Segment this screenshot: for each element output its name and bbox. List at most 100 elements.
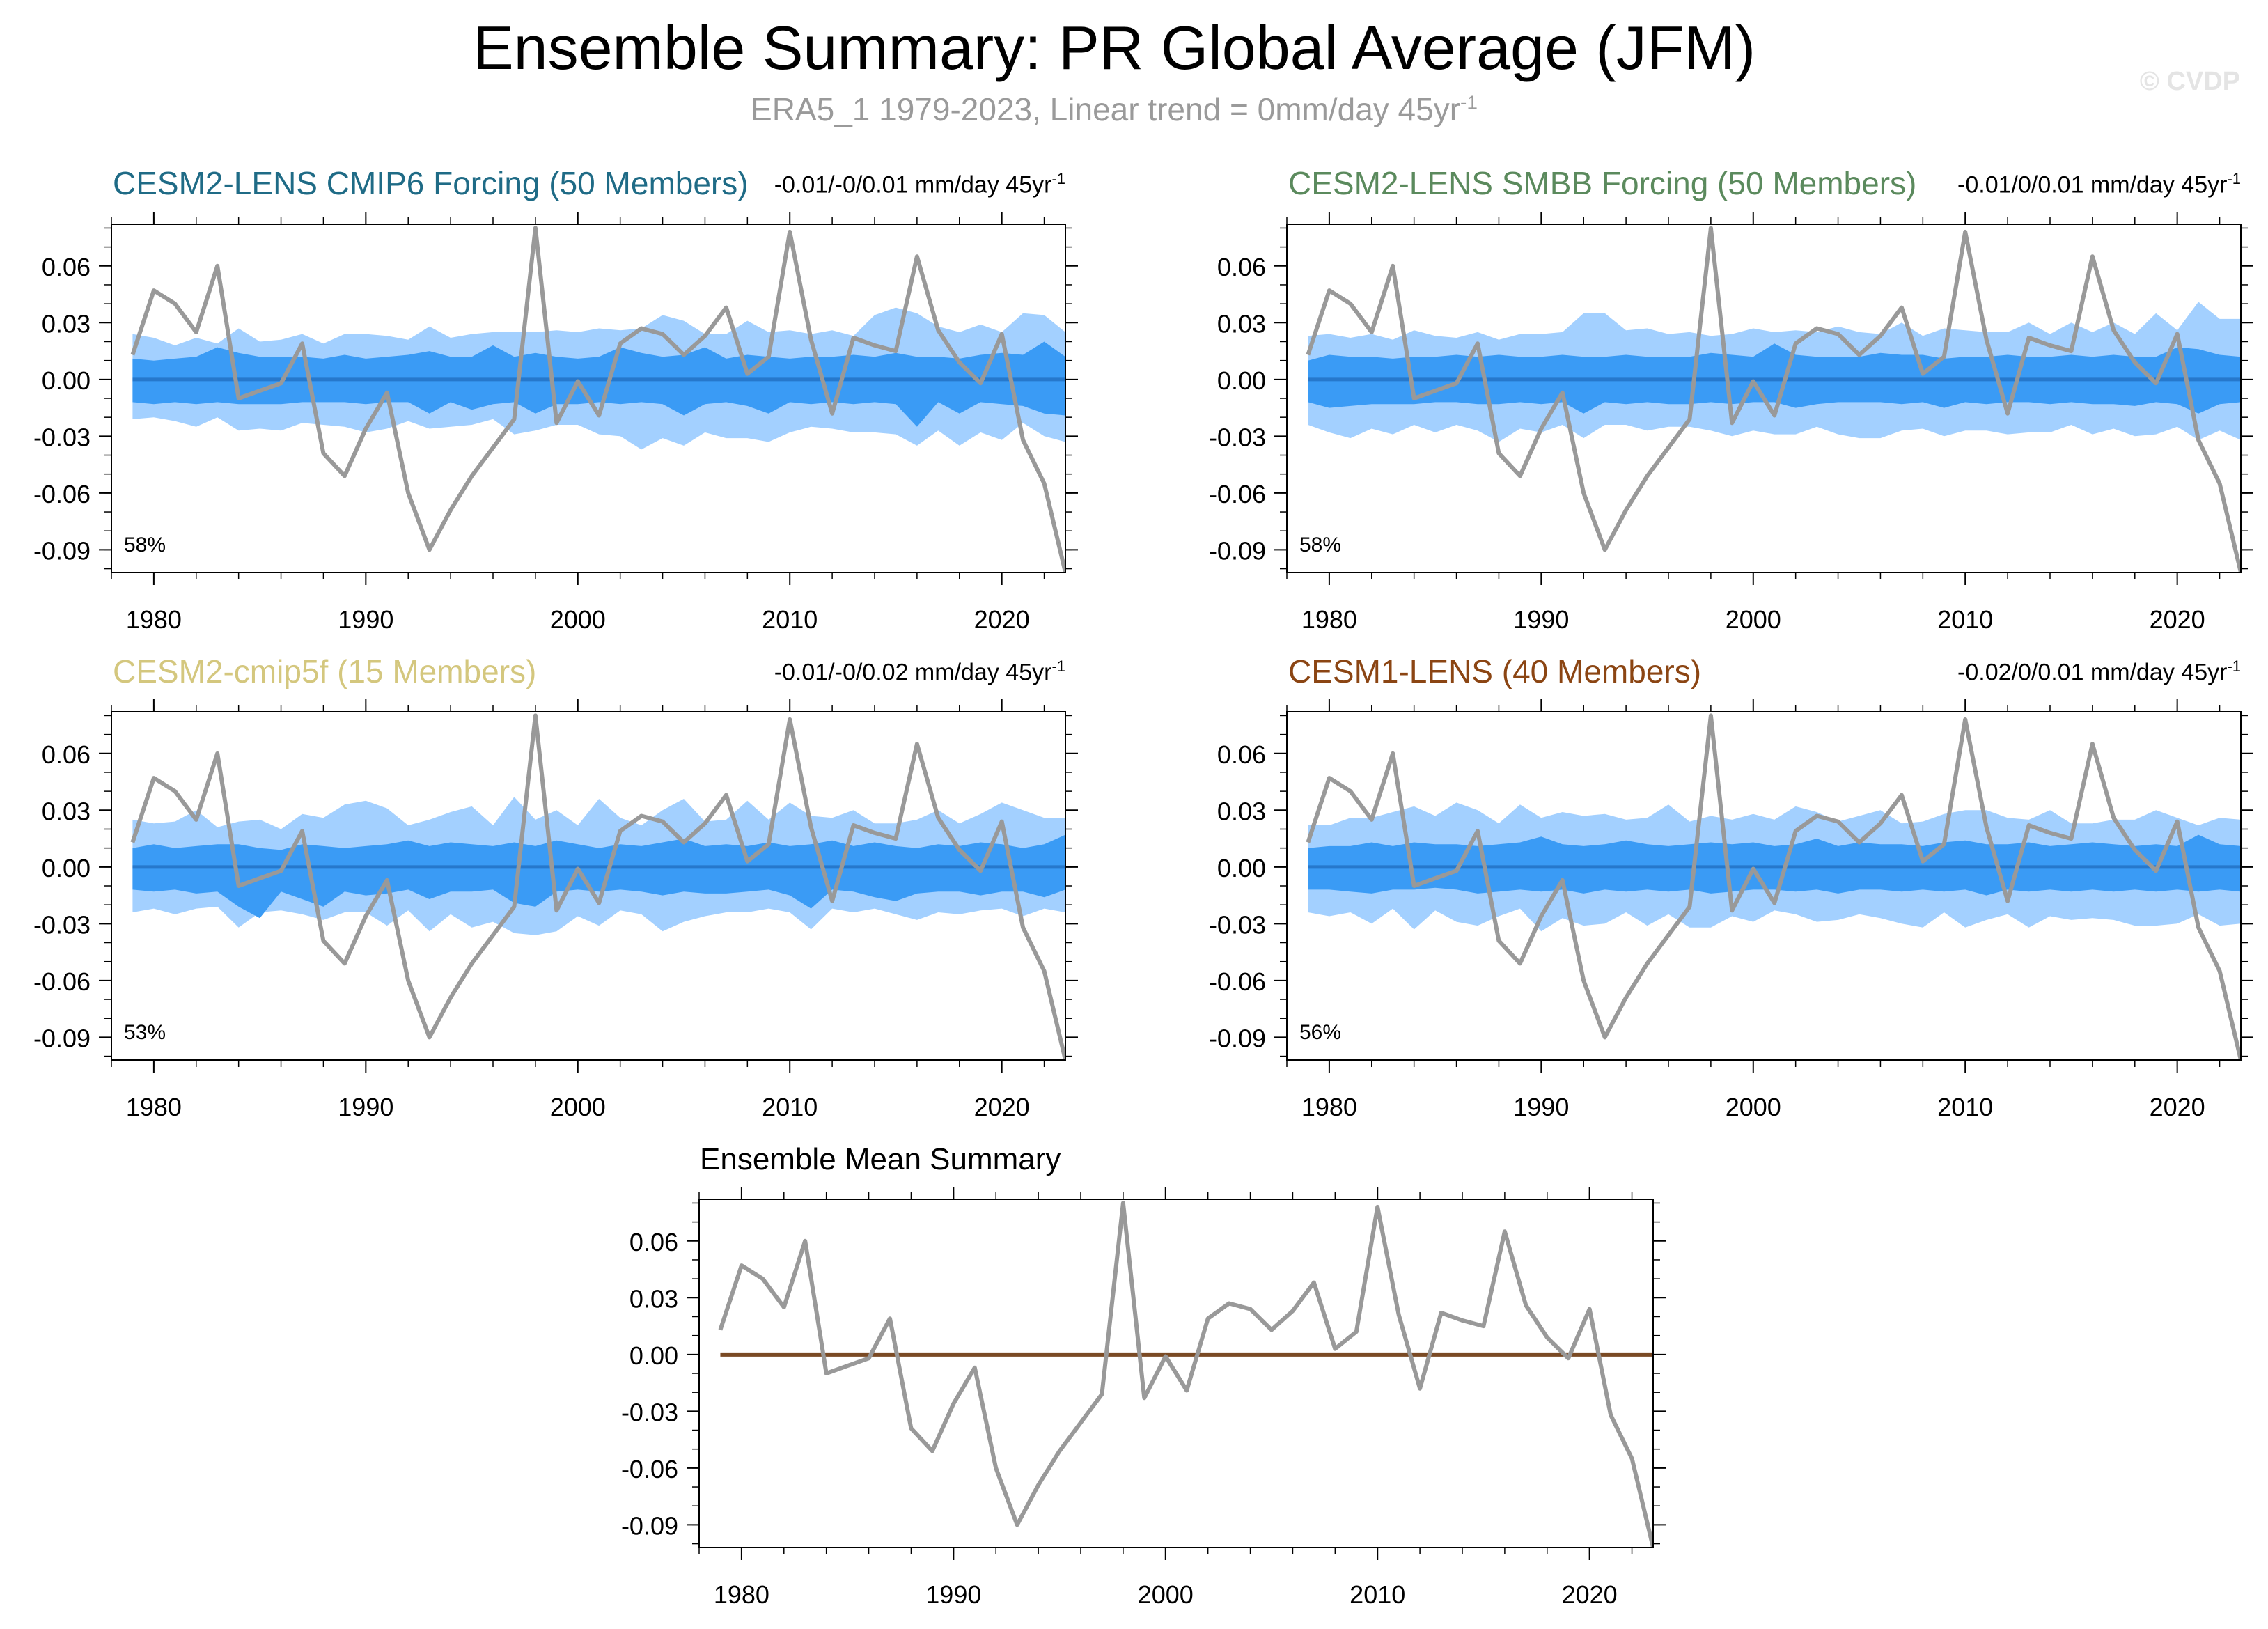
trend-text: -0.01/0/0.01 mm/day 45yr — [1957, 171, 2228, 198]
x-tick-label: 2020 — [974, 1093, 1030, 1121]
y-tick-label: -0.06 — [33, 967, 91, 996]
panel-cesm2-cmip5f: 0.06 0.03 0.00 -0.03 -0.06 -0.09 1980 1990 2000 2… — [33, 699, 1078, 1121]
y-tick-label: 0.03 — [1217, 797, 1266, 825]
plot-area — [1306, 713, 2241, 1060]
x-tick-label: 1990 — [338, 1093, 393, 1121]
observed-line — [718, 1201, 1653, 1548]
x-tick-label: 1980 — [714, 1580, 769, 1609]
y-tick-label: 0.00 — [42, 854, 91, 882]
panel-title-cesm1-lens: CESM1-LENS (40 Members) — [1288, 653, 1702, 689]
percent-annotation: 53% — [124, 1021, 166, 1044]
panel-title-cesm2-lens-cmip6: CESM2-LENS CMIP6 Forcing (50 Members) — [113, 165, 749, 201]
y-tick-label: 0.03 — [1217, 309, 1266, 338]
y-tick-label: -0.03 — [33, 423, 91, 451]
y-tick-label: 0.00 — [1217, 366, 1266, 395]
x-tick-label: 2010 — [1937, 605, 1993, 634]
panel-trend-cesm2-cmip5f: -0.01/-0/0.02 mm/day 45yr-1 — [774, 657, 1065, 686]
panel-ensemble-mean: 0.06 0.03 0.00 -0.03 -0.06 -0.09 1980 1990 2000 2… — [621, 1187, 1666, 1609]
y-tick-label: -0.06 — [1209, 967, 1266, 996]
panel-cesm2-lens-smbb: 0.06 0.03 0.00 -0.03 -0.06 -0.09 1980 1990 2000 2… — [1209, 212, 2253, 634]
observed-line — [130, 713, 1065, 1060]
panel-title-cesm2-lens-smbb: CESM2-LENS SMBB Forcing (50 Members) — [1288, 165, 1917, 201]
y-tick-label: -0.09 — [621, 1511, 678, 1540]
panel-title-ensemble-mean: Ensemble Mean Summary — [700, 1142, 1061, 1176]
y-tick-label: 0.03 — [629, 1284, 678, 1313]
x-tick-label: 2010 — [762, 605, 818, 634]
percent-annotation: 58% — [1299, 533, 1341, 556]
panel-cesm2-lens-cmip6: 0.06 0.03 0.00 -0.03 -0.06 -0.09 1980 1990 2000 2… — [33, 212, 1078, 634]
y-tick-label: 0.06 — [1217, 253, 1266, 281]
trend-text: -0.01/-0/0.01 mm/day 45yr — [774, 171, 1052, 198]
figure-subtitle: ERA5_1 1979-2023, Linear trend = 0mm/day… — [0, 91, 2228, 128]
y-tick-label: 0.03 — [42, 797, 91, 825]
trend-superscript: -1 — [1051, 170, 1065, 187]
y-tick-label: -0.03 — [33, 910, 91, 939]
tick-marks — [99, 212, 1078, 585]
subtitle-text: ERA5_1 1979-2023, Linear trend = 0mm/day… — [751, 91, 1461, 127]
y-tick-label: 0.06 — [629, 1228, 678, 1256]
x-tick-label: 1990 — [1513, 1093, 1569, 1121]
x-tick-label: 2010 — [1350, 1580, 1405, 1609]
y-tick-label: -0.09 — [33, 1024, 91, 1052]
observed-line — [1306, 226, 2241, 572]
cvdp-watermark: © CVDP — [2139, 67, 2240, 96]
x-tick-label: 1990 — [1513, 605, 1569, 634]
y-tick-label: -0.03 — [1209, 423, 1266, 451]
x-tick-label: 1980 — [126, 1093, 182, 1121]
panel-trend-cesm2-lens-smbb: -0.01/0/0.01 mm/day 45yr-1 — [1957, 170, 2241, 198]
y-tick-label: -0.09 — [1209, 536, 1266, 565]
y-tick-label: -0.09 — [1209, 1024, 1266, 1052]
x-tick-label: 2020 — [1562, 1580, 1618, 1609]
y-tick-label: 0.06 — [42, 253, 91, 281]
tick-marks — [687, 1187, 1666, 1560]
x-tick-label: 2020 — [974, 605, 1030, 634]
x-tick-label: 1980 — [1301, 1093, 1357, 1121]
x-tick-label: 1990 — [338, 605, 393, 634]
y-tick-label: -0.06 — [1209, 480, 1266, 508]
x-tick-label: 2000 — [1726, 1093, 1781, 1121]
subtitle-superscript: -1 — [1460, 91, 1478, 114]
y-tick-label: 0.00 — [1217, 854, 1266, 882]
x-tick-label: 2000 — [550, 1093, 606, 1121]
x-tick-label: 2000 — [1726, 605, 1781, 634]
tick-marks — [1274, 212, 2253, 585]
x-tick-label: 2010 — [762, 1093, 818, 1121]
trend-superscript: -1 — [2227, 170, 2241, 187]
y-tick-label: -0.03 — [1209, 910, 1266, 939]
y-tick-label: -0.06 — [621, 1455, 678, 1483]
inner-spread-band — [1308, 834, 2241, 896]
trend-superscript: -1 — [1051, 657, 1065, 675]
inner-spread-band — [132, 341, 1065, 427]
panel-title-cesm2-cmip5f: CESM2-cmip5f (15 Members) — [113, 653, 537, 689]
plot-area — [718, 1201, 1653, 1548]
panel-trend-cesm1-lens: -0.02/0/0.01 mm/day 45yr-1 — [1957, 657, 2241, 686]
y-tick-label: 0.03 — [42, 309, 91, 338]
trend-text: -0.02/0/0.01 mm/day 45yr — [1957, 659, 2228, 686]
y-tick-label: 0.06 — [1217, 740, 1266, 769]
trend-superscript: -1 — [2227, 657, 2241, 675]
y-tick-label: 0.00 — [42, 366, 91, 395]
tick-marks — [1274, 699, 2253, 1073]
plot-area — [130, 713, 1065, 1060]
x-tick-label: 2020 — [2150, 1093, 2205, 1121]
percent-annotation: 56% — [1299, 1021, 1341, 1044]
x-tick-label: 2020 — [2150, 605, 2205, 634]
panel-cesm1-lens: 0.06 0.03 0.00 -0.03 -0.06 -0.09 1980 1990 2000 2… — [1209, 699, 2253, 1121]
x-tick-label: 1990 — [925, 1580, 981, 1609]
figure-title: Ensemble Summary: PR Global Average (JFM… — [472, 13, 1756, 82]
panel-trend-cesm2-lens-cmip6: -0.01/-0/0.01 mm/day 45yr-1 — [774, 170, 1065, 198]
y-tick-label: -0.03 — [621, 1398, 678, 1426]
inner-spread-band — [132, 834, 1065, 919]
y-tick-label: 0.00 — [629, 1341, 678, 1370]
percent-annotation: 58% — [124, 533, 166, 556]
y-tick-label: 0.06 — [42, 740, 91, 769]
plot-area — [130, 226, 1065, 572]
x-tick-label: 2000 — [550, 605, 606, 634]
observed-line — [1306, 713, 2241, 1060]
tick-marks — [99, 699, 1078, 1073]
x-tick-label: 1980 — [1301, 605, 1357, 634]
y-tick-label: -0.09 — [33, 536, 91, 565]
plot-area — [1306, 226, 2241, 572]
x-tick-label: 2000 — [1138, 1580, 1194, 1609]
